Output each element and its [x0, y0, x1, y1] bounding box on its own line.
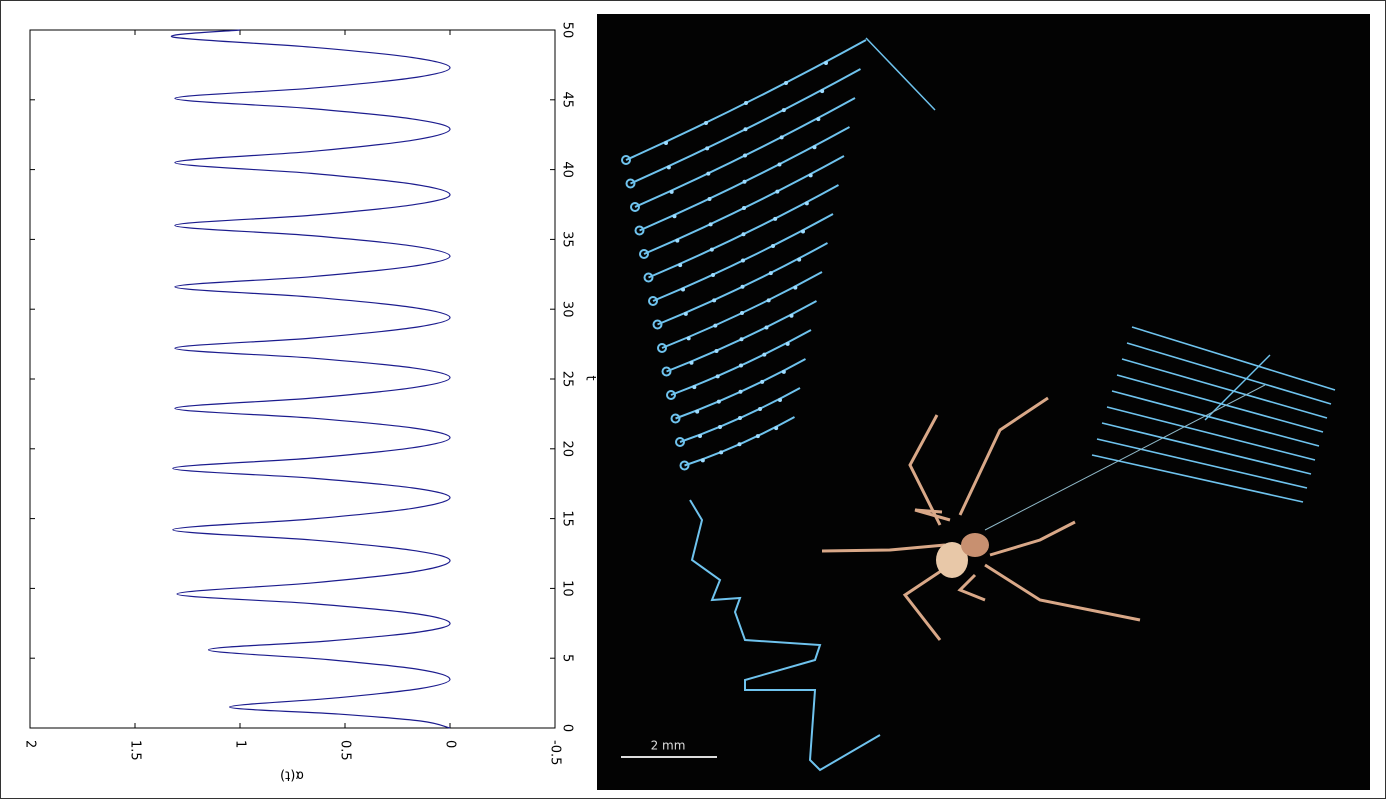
web-bead — [774, 426, 778, 430]
scale-label: 2 mm — [651, 739, 686, 753]
web-bead — [664, 141, 668, 145]
web-bead — [740, 311, 744, 315]
web-bead — [786, 342, 790, 346]
web-bead — [782, 370, 786, 374]
web-bead — [711, 273, 715, 277]
web-bead — [670, 190, 674, 194]
web-bead — [698, 434, 702, 438]
web-bead — [813, 145, 817, 149]
web-bead — [738, 416, 742, 420]
alpha-tick-label: -0.5 — [548, 740, 563, 765]
alpha-tick-label: 1.5 — [128, 740, 143, 761]
web-bead — [708, 197, 712, 201]
web-bead — [762, 353, 766, 357]
web-bead — [765, 326, 769, 330]
alpha-tick-label: 2 — [23, 740, 38, 748]
t-tick-label: 30 — [560, 301, 575, 318]
web-bead — [744, 127, 748, 131]
web-bead — [824, 61, 828, 65]
alpha-tick-label: 1 — [233, 740, 248, 748]
web-bead — [767, 298, 771, 302]
alpha-tick-label: 0 — [443, 740, 458, 748]
web-bead — [743, 180, 747, 184]
web-bead — [793, 286, 797, 290]
t-tick-label: 0 — [560, 724, 575, 732]
web-bead — [667, 165, 671, 169]
web-bead — [741, 285, 745, 289]
web-bead — [773, 217, 777, 221]
web-bead — [719, 450, 723, 454]
alpha-tick-label: 0.5 — [338, 740, 353, 761]
web-bead — [715, 349, 719, 353]
web-bead — [771, 244, 775, 248]
t-axis-label: t — [583, 375, 598, 380]
web-bead — [681, 288, 685, 292]
web-bead — [778, 398, 782, 402]
web-bead — [739, 364, 743, 368]
web-bead — [741, 259, 745, 263]
web-bead — [678, 263, 682, 267]
web-bead — [704, 121, 708, 125]
web-bead — [712, 298, 716, 302]
web-bead — [743, 154, 747, 158]
web-bead — [760, 380, 764, 384]
web-bead — [797, 258, 801, 262]
web-bead — [687, 336, 691, 340]
web-bead — [701, 458, 705, 462]
web-bead — [742, 232, 746, 236]
t-tick-label: 25 — [560, 371, 575, 388]
web-bead — [718, 425, 722, 429]
t-tick-label: 15 — [560, 510, 575, 527]
web-bead — [780, 135, 784, 139]
web-bead — [775, 190, 779, 194]
web-bead — [738, 442, 742, 446]
web-bead — [744, 101, 748, 105]
web-bead — [695, 410, 699, 414]
web-bead — [713, 324, 717, 328]
t-tick-label: 5 — [560, 654, 575, 662]
web-bead — [769, 271, 773, 275]
web-bead — [778, 163, 782, 167]
web-bead — [716, 374, 720, 378]
web-bead — [684, 312, 688, 316]
figure: t α(t) 2 mm 0 5 10 15 20 25 30 35 40 45 50 -0.5 0 0.5… — [0, 0, 1386, 799]
t-tick-label: 50 — [560, 22, 575, 39]
alpha-axis-label: α(t) — [280, 768, 304, 783]
spider-photo — [597, 14, 1370, 790]
t-tick-label: 20 — [560, 441, 575, 458]
web-bead — [742, 206, 746, 210]
web-bead — [784, 81, 788, 85]
web-bead — [705, 146, 709, 150]
web-bead — [805, 201, 809, 205]
t-tick-label: 10 — [560, 580, 575, 597]
web-bead — [820, 89, 824, 93]
web-bead — [675, 239, 679, 243]
web-bead — [690, 361, 694, 365]
web-bead — [710, 248, 714, 252]
t-tick-label: 35 — [560, 231, 575, 248]
web-bead — [790, 314, 794, 318]
web-bead — [717, 400, 721, 404]
t-tick-label: 45 — [560, 92, 575, 109]
spider-body — [961, 533, 989, 557]
web-bead — [758, 407, 762, 411]
web-bead — [692, 385, 696, 389]
web-bead — [740, 337, 744, 341]
web-bead — [809, 173, 813, 177]
web-bead — [801, 230, 805, 234]
web-bead — [709, 222, 713, 226]
web-bead — [739, 390, 743, 394]
web-bead — [673, 214, 677, 218]
web-bead — [756, 434, 760, 438]
web-bead — [706, 172, 710, 176]
web-bead — [816, 117, 820, 121]
t-tick-label: 40 — [560, 161, 575, 178]
web-bead — [782, 108, 786, 112]
